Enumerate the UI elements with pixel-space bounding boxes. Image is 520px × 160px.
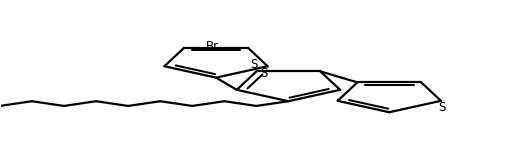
Text: S: S — [260, 67, 267, 80]
Text: S: S — [438, 101, 446, 114]
Text: Br: Br — [206, 40, 219, 53]
Text: S: S — [250, 58, 257, 71]
